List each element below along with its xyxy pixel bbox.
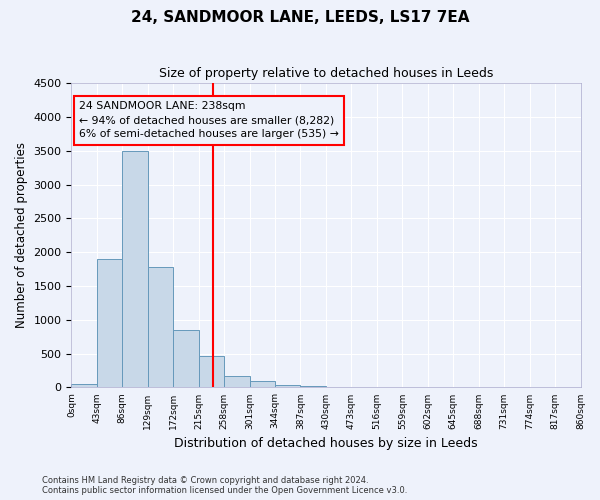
- Y-axis label: Number of detached properties: Number of detached properties: [15, 142, 28, 328]
- Bar: [250, 382, 275, 388]
- Bar: [97, 259, 122, 388]
- Bar: [122, 150, 148, 388]
- Text: 24, SANDMOOR LANE, LEEDS, LS17 7EA: 24, SANDMOOR LANE, LEEDS, LS17 7EA: [131, 10, 469, 25]
- Bar: [199, 356, 224, 388]
- Text: 24 SANDMOOR LANE: 238sqm
← 94% of detached houses are smaller (8,282)
6% of semi: 24 SANDMOOR LANE: 238sqm ← 94% of detach…: [79, 102, 339, 140]
- Title: Size of property relative to detached houses in Leeds: Size of property relative to detached ho…: [159, 68, 493, 80]
- Text: Contains HM Land Registry data © Crown copyright and database right 2024.
Contai: Contains HM Land Registry data © Crown c…: [42, 476, 407, 495]
- Bar: [301, 386, 326, 388]
- Bar: [71, 384, 97, 388]
- X-axis label: Distribution of detached houses by size in Leeds: Distribution of detached houses by size …: [174, 437, 478, 450]
- Bar: [275, 384, 301, 388]
- Bar: [173, 330, 199, 388]
- Bar: [148, 267, 173, 388]
- Bar: [224, 376, 250, 388]
